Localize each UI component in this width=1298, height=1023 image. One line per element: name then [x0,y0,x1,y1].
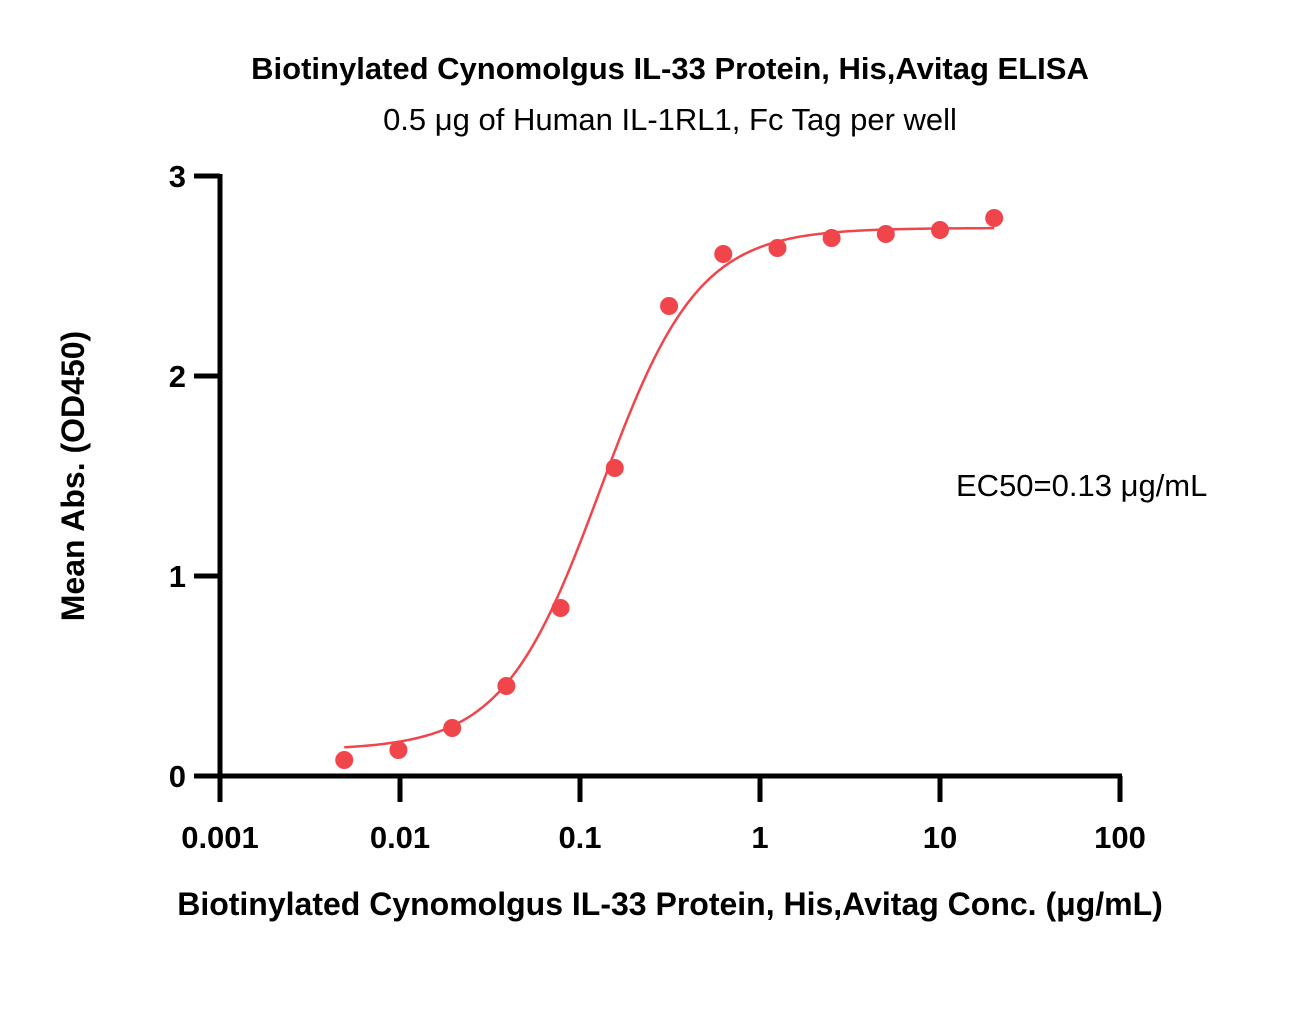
data-point [389,741,408,759]
data-point [605,459,624,477]
y-tick-label: 0 [169,759,186,794]
x-tick-label: 0.001 [181,820,259,855]
data-point [822,229,841,247]
y-axis-label: Mean Abs. (OD450) [55,331,91,621]
data-points [335,209,1004,769]
data-point [985,209,1004,227]
x-tick-label: 0.01 [370,820,430,855]
ec50-annotation: EC50=0.13 μg/mL [956,468,1207,503]
chart-title: Biotinylated Cynomolgus IL-33 Protein, H… [251,51,1089,86]
y-tick-label: 2 [169,359,186,394]
data-point [660,297,679,315]
chart-subtitle: 0.5 μg of Human IL-1RL1, Fc Tag per well [383,102,957,137]
data-point [768,239,787,257]
axes [217,174,1122,779]
x-tick-label: 0.1 [558,820,601,855]
x-axis-label: Biotinylated Cynomolgus IL-33 Protein, H… [177,886,1163,922]
data-point [714,245,733,263]
y-ticks: 0 1 2 3 [169,159,220,794]
y-tick-label: 1 [169,559,186,594]
data-point [497,677,516,695]
data-point [876,225,895,243]
data-point [551,599,570,617]
x-ticks: 0.001 0.01 0.1 1 10 100 [181,776,1146,855]
x-tick-label: 100 [1094,820,1146,855]
x-tick-label: 1 [751,820,768,855]
data-point [335,751,354,769]
x-tick-label: 10 [923,820,957,855]
y-tick-label: 3 [169,159,186,194]
data-point [931,221,949,239]
data-point [443,719,462,737]
